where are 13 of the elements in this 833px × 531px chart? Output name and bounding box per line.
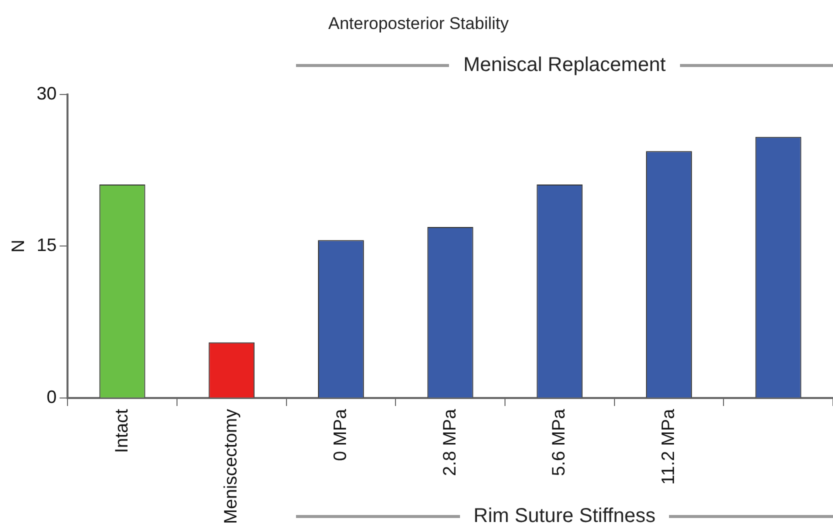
y-tick-label: 30 [36,83,57,104]
x-tick-label: 0 MPa [330,408,350,461]
y-axis-title: N [8,240,28,253]
text: Rim Suture Stiffness [474,505,656,528]
text: Meniscal Replacement [463,54,666,78]
x-tick-label: 5.6 MPa [548,408,569,476]
x-tick-label: Intact [111,408,132,453]
y-tick-label: 15 [36,235,57,256]
x-tick-label: Meniscectomy [220,408,241,524]
y-tick-label: 0 [46,386,57,407]
x-tick-label: 11.2 MPa [658,408,678,485]
x-tick-label: 2.8 MPa [439,408,460,476]
chart-title: Anteroposterior Stability [328,14,510,33]
